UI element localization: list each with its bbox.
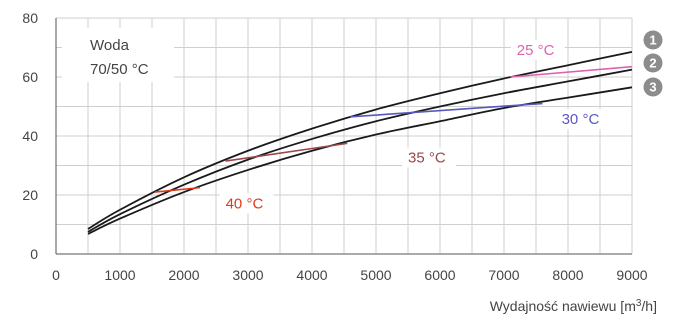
y-tick-labels: 0 20 40 60 80 bbox=[22, 10, 38, 262]
curves bbox=[87, 51, 633, 235]
temperature-label: 30 °C bbox=[562, 111, 600, 128]
series-marker-1 bbox=[643, 30, 663, 50]
temperature-lines bbox=[155, 65, 633, 193]
x-axis-label: Wydajność nawiewu [m3/h] bbox=[490, 298, 657, 314]
temperature-label-background bbox=[219, 193, 274, 214]
grid bbox=[56, 17, 633, 254]
x-tick-label: 7000 bbox=[488, 267, 519, 283]
x-tick-labels: 0 1000 2000 3000 4000 5000 6000 7000 8000 9000 bbox=[52, 267, 648, 283]
x-tick-label: 9000 bbox=[616, 267, 647, 283]
temperature-labels: 25 °C 30 °C 35 °C 40 °C bbox=[219, 39, 610, 214]
temperature-line bbox=[350, 102, 543, 118]
annotation-box: Woda 70/50 °C bbox=[62, 28, 174, 82]
curve-1 bbox=[87, 51, 633, 230]
curve-3 bbox=[87, 86, 633, 235]
x-tick-label: 0 bbox=[52, 267, 60, 283]
series-marker-label: 3 bbox=[649, 80, 656, 95]
series-marker-label: 2 bbox=[649, 56, 656, 71]
y-tick-label: 0 bbox=[30, 246, 38, 262]
temperature-label-background bbox=[555, 109, 610, 130]
axes bbox=[55, 18, 632, 255]
x-tick-label: 2000 bbox=[168, 267, 199, 283]
annotation-line-2: 70/50 °C bbox=[90, 61, 149, 78]
y-tick-label: 80 bbox=[22, 10, 38, 26]
temperature-label: 35 °C bbox=[408, 150, 446, 167]
y-tick-label: 40 bbox=[22, 128, 38, 144]
temperature-line bbox=[225, 142, 348, 162]
x-tick-label: 1000 bbox=[104, 267, 135, 283]
x-tick-label: 5000 bbox=[360, 267, 391, 283]
x-tick-label: 3000 bbox=[232, 267, 263, 283]
temperature-label: 40 °C bbox=[226, 195, 264, 212]
x-tick-label: 6000 bbox=[424, 267, 455, 283]
x-tick-label: 8000 bbox=[552, 267, 583, 283]
series-marker-2 bbox=[643, 53, 663, 73]
temperature-label: 25 °C bbox=[517, 42, 555, 59]
temperature-label-background bbox=[510, 39, 565, 60]
temperature-line bbox=[510, 65, 633, 78]
series-marker-label: 1 bbox=[649, 33, 656, 48]
x-tick-label: 4000 bbox=[296, 267, 327, 283]
temperature-line bbox=[155, 186, 201, 193]
annotation-line-1: Woda bbox=[90, 37, 130, 54]
y-tick-label: 20 bbox=[22, 187, 38, 203]
series-markers: 1 2 3 bbox=[643, 30, 663, 97]
y-tick-label: 60 bbox=[22, 69, 38, 85]
series-marker-3 bbox=[643, 77, 663, 97]
curve-2 bbox=[87, 68, 633, 233]
temperature-label-background bbox=[402, 147, 456, 168]
annotation-background bbox=[62, 28, 174, 82]
